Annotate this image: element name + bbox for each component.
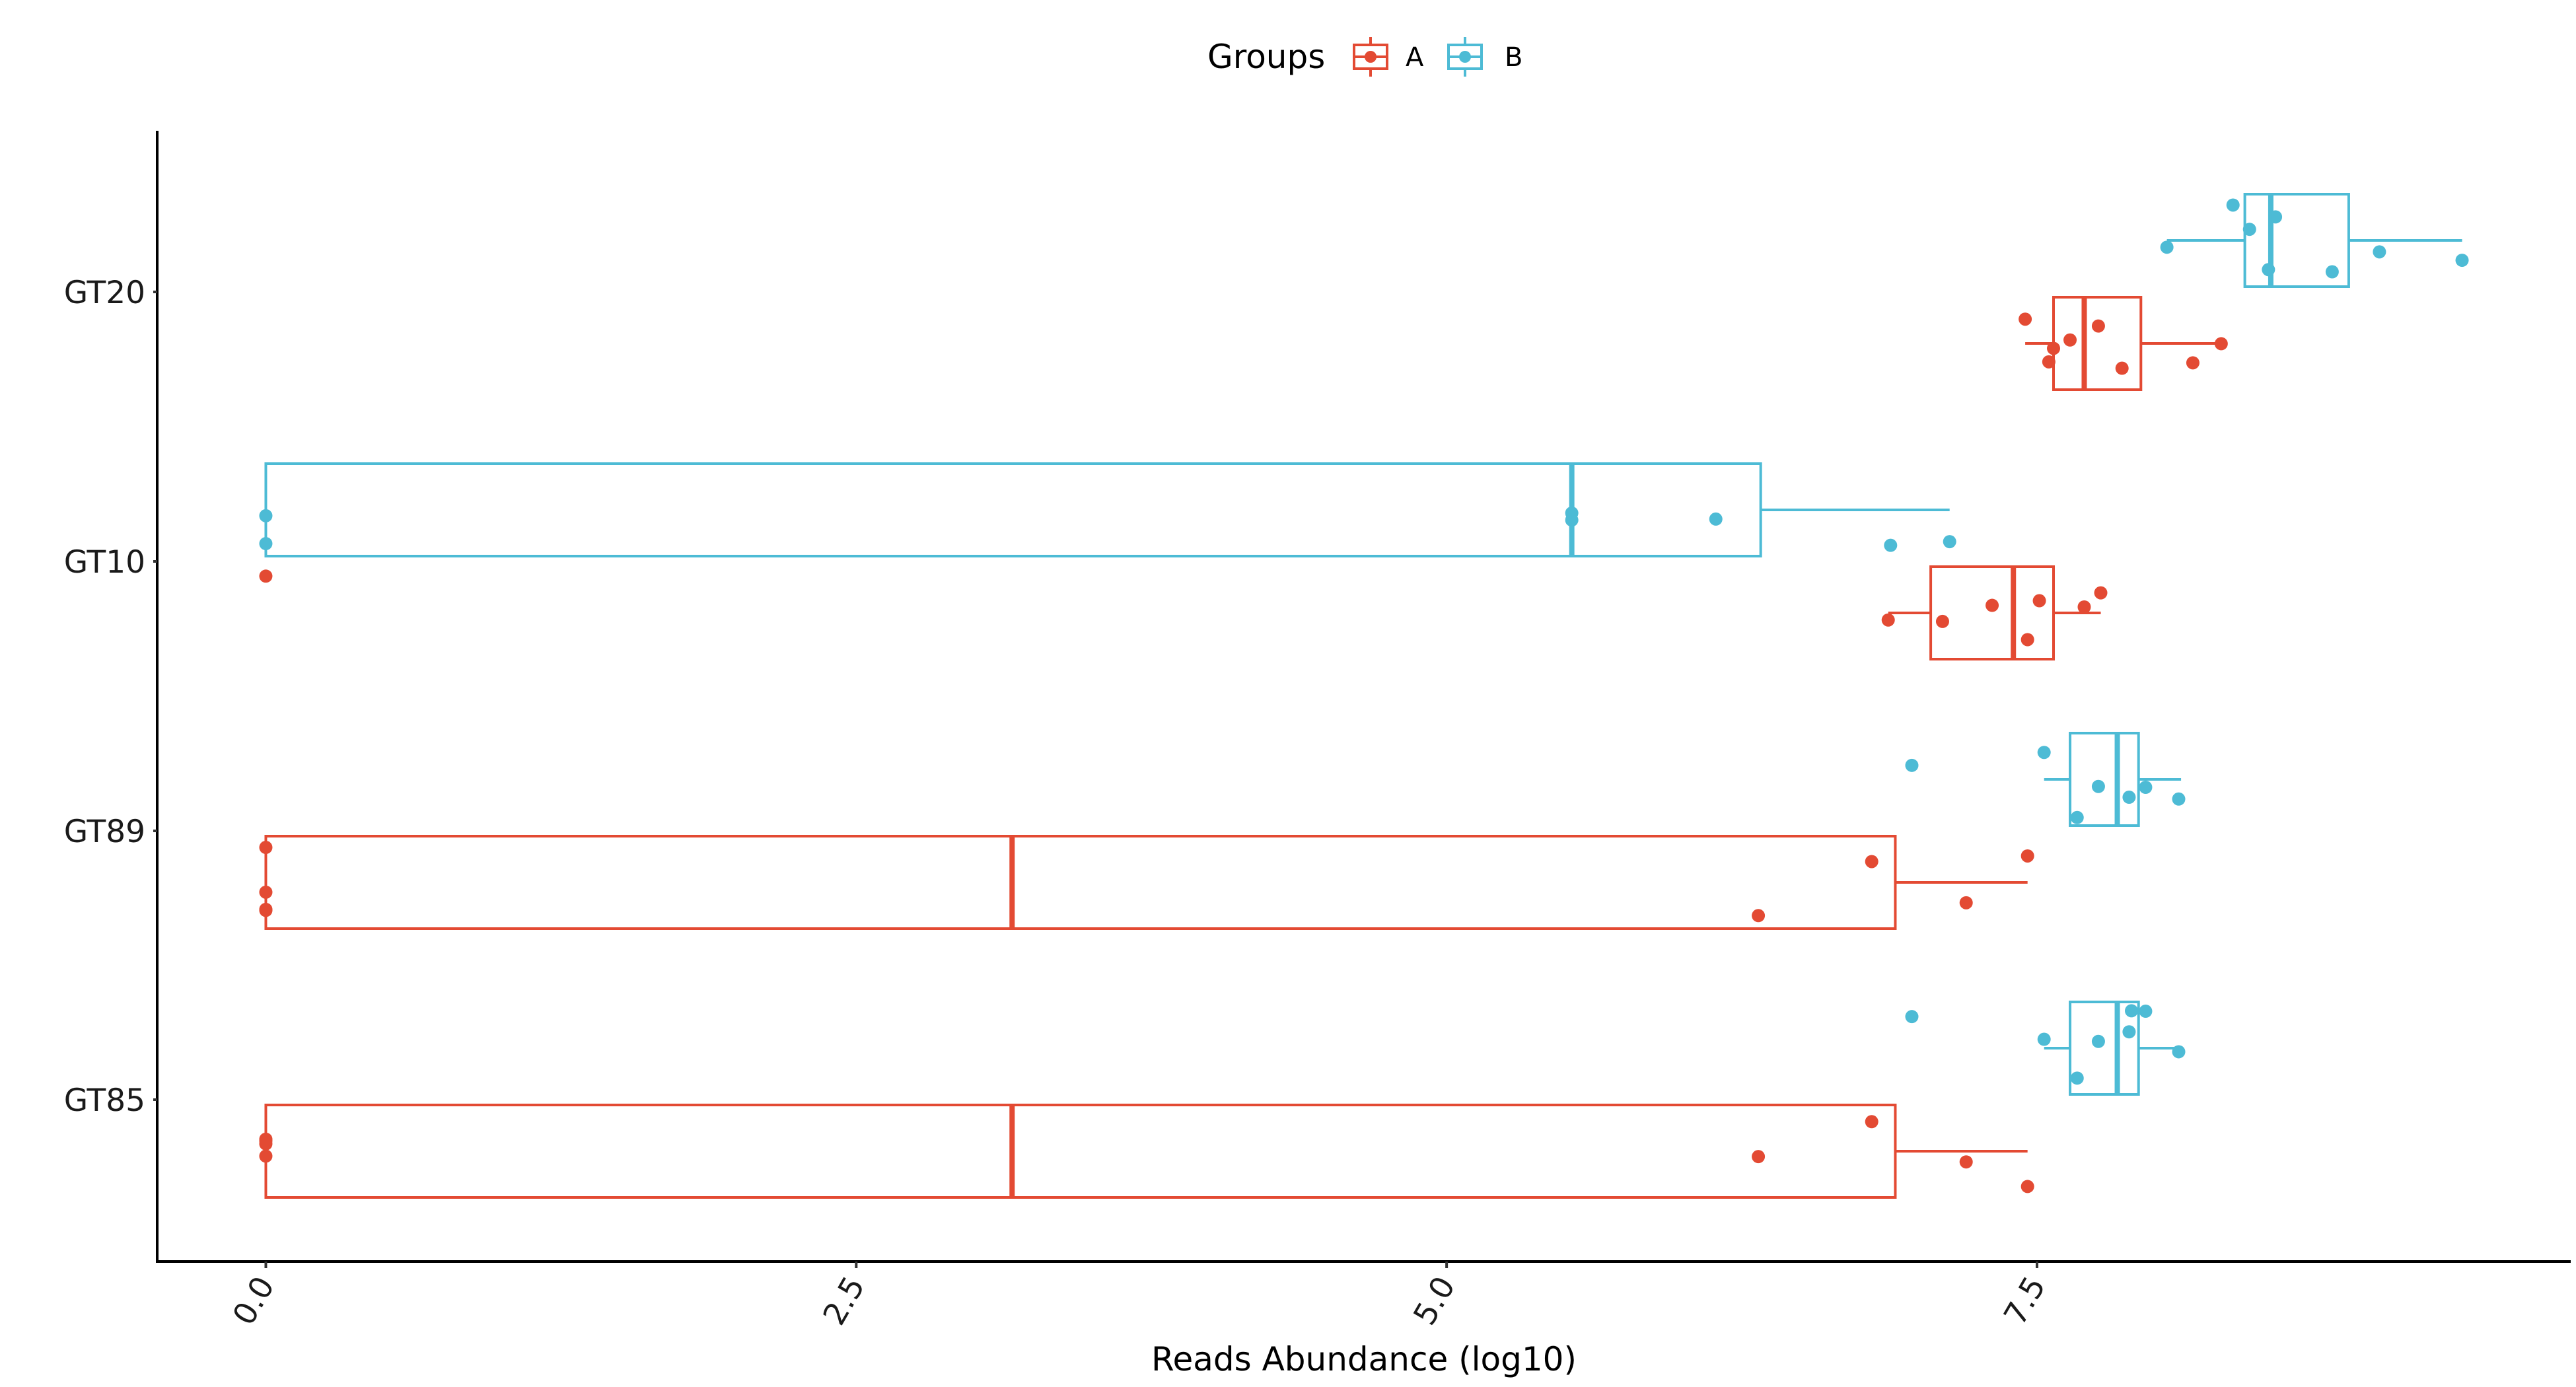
data-point-a-gt10	[2021, 633, 2034, 647]
data-point-a-gt20	[2115, 361, 2129, 375]
x-tick-label: 5.0	[1407, 1271, 1463, 1332]
data-point-a-gt20	[2186, 356, 2200, 370]
data-point-a-gt10	[1935, 614, 1949, 628]
data-point-b-gt10	[1565, 513, 1579, 527]
y-tick-label-gt85: GT85	[64, 1083, 145, 1119]
data-point-a-gt89	[1959, 896, 1973, 909]
data-point-b-gt85	[2139, 1005, 2153, 1018]
data-point-a-gt89	[2021, 849, 2034, 863]
y-tick-label-gt10: GT10	[64, 544, 145, 581]
data-point-b-gt89	[1905, 758, 1919, 772]
data-point-a-gt89	[1752, 909, 1766, 923]
box-iqr	[1929, 565, 2056, 660]
data-point-b-gt10	[259, 509, 273, 522]
box-b-gt20	[2166, 193, 2462, 288]
data-point-b-gt20	[2242, 223, 2256, 236]
data-point-b-gt89	[2139, 780, 2153, 794]
data-point-a-gt85	[259, 1137, 273, 1151]
x-tick-label: 2.5	[816, 1271, 873, 1332]
data-point-b-gt20	[2325, 265, 2339, 279]
data-point-b-gt10	[1943, 535, 1956, 549]
data-point-a-gt10	[2094, 586, 2108, 600]
legend-item-b: B	[1447, 37, 1522, 77]
box-b-gt89	[2044, 732, 2182, 827]
data-point-b-gt85	[2124, 1004, 2138, 1018]
legend: Groups A B	[1207, 37, 1522, 77]
data-point-b-gt20	[2226, 198, 2240, 212]
data-point-a-gt89	[259, 841, 273, 855]
data-point-a-gt85	[1959, 1155, 1973, 1169]
box-iqr	[2243, 193, 2350, 288]
data-point-a-gt85	[259, 1149, 273, 1163]
data-point-a-gt20	[2042, 355, 2056, 369]
data-point-a-gt85	[1865, 1115, 1878, 1129]
data-point-a-gt89	[259, 885, 273, 899]
legend-title: Groups	[1207, 38, 1325, 76]
x-tick-label: 0.0	[226, 1271, 282, 1332]
legend-label-b: B	[1505, 42, 1522, 73]
data-point-a-gt20	[2047, 341, 2060, 355]
data-point-b-gt89	[2091, 779, 2105, 793]
data-point-b-gt10	[1709, 512, 1723, 526]
data-point-a-gt20	[2214, 337, 2228, 351]
x-tick-label: 7.5	[1997, 1271, 2053, 1332]
data-point-a-gt10	[2032, 594, 2046, 608]
data-point-b-gt10	[259, 537, 273, 551]
data-point-b-gt20	[2455, 254, 2469, 267]
data-point-a-gt89	[1865, 855, 1878, 869]
data-point-b-gt85	[2070, 1071, 2084, 1085]
box-iqr	[264, 835, 1897, 930]
data-point-a-gt20	[2063, 333, 2077, 347]
box-a-gt89	[264, 835, 2028, 930]
data-point-b-gt20	[2262, 263, 2275, 277]
x-axis-title: Reads Abundance (log10)	[1151, 1340, 1577, 1378]
data-point-b-gt85	[2037, 1032, 2051, 1046]
data-point-b-gt85	[2091, 1034, 2105, 1048]
data-point-a-gt10	[1881, 613, 1895, 627]
data-point-b-gt20	[2373, 245, 2386, 259]
data-point-b-gt89	[2122, 791, 2136, 804]
data-point-a-gt20	[2091, 319, 2105, 333]
data-point-b-gt89	[2172, 792, 2186, 806]
data-point-b-gt20	[2160, 240, 2174, 254]
box-a-gt10	[1888, 565, 2101, 660]
box-iqr	[264, 1104, 1897, 1199]
data-point-b-gt20	[2269, 210, 2283, 224]
data-point-a-gt85	[1752, 1150, 1766, 1164]
box-iqr	[2069, 1001, 2140, 1096]
data-point-a-gt85	[2021, 1180, 2034, 1193]
data-point-b-gt85	[1905, 1010, 1919, 1024]
data-point-a-gt10	[2077, 600, 2091, 614]
data-point-b-gt85	[2172, 1045, 2186, 1059]
box-b-gt10	[264, 462, 1950, 557]
box-a-gt85	[264, 1104, 2028, 1199]
data-point-a-gt20	[2019, 312, 2032, 326]
data-point-b-gt89	[2070, 810, 2084, 824]
data-point-b-gt89	[2037, 746, 2051, 760]
legend-label-a: A	[1406, 42, 1424, 73]
legend-key-point	[1365, 51, 1377, 63]
box-b-gt85	[2044, 1001, 2182, 1096]
axes: GT20 GT10 GT89 GT85 0.0 2.5 5.0 7.5	[64, 131, 2571, 1332]
data-point-b-gt10	[1884, 538, 1898, 552]
y-tick-label-gt20: GT20	[64, 275, 145, 311]
legend-key-point	[1459, 51, 1471, 63]
y-tick-label-gt89: GT89	[64, 814, 145, 850]
data-point-b-gt85	[2122, 1025, 2136, 1039]
plot-area	[259, 193, 2469, 1199]
data-point-a-gt10	[1986, 598, 1999, 612]
box-iqr	[2069, 732, 2140, 827]
data-point-a-gt89	[259, 902, 273, 916]
box-iqr	[264, 462, 1762, 557]
legend-item-a: A	[1353, 37, 1424, 77]
data-point-a-gt10	[259, 569, 273, 583]
